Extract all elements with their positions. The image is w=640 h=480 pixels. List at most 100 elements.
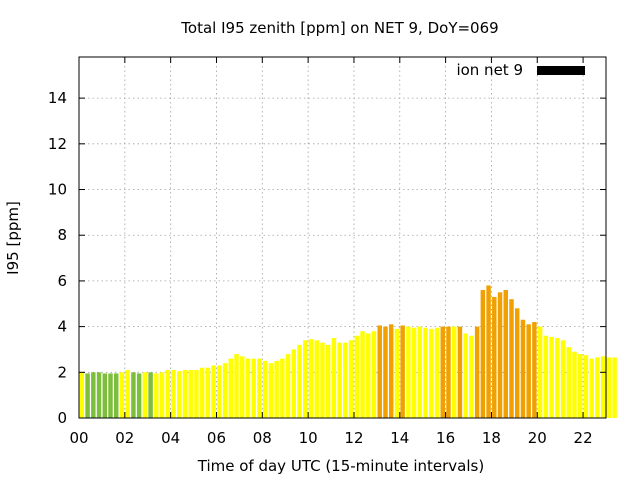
bar [606,357,612,418]
bar [400,325,405,418]
legend: ion net 9 [456,61,585,79]
bar [280,358,285,418]
bar [131,372,136,418]
bar [383,326,388,418]
bar [377,325,382,418]
bar [245,358,251,418]
bar [91,372,96,418]
bar [257,358,262,418]
bar [514,308,520,418]
bar [555,338,560,418]
bar [566,347,572,418]
bar [532,322,537,418]
bar [291,349,297,418]
x-tick-label: 16 [436,429,455,447]
bar [583,355,589,418]
bar [366,333,371,418]
y-axis-label: I95 [ppm] [4,201,22,275]
x-tick-label: 18 [482,429,501,447]
bar [469,335,474,418]
bar [194,370,199,418]
bar [228,358,234,418]
bar [388,324,394,418]
bar [108,373,113,418]
x-tick-label: 22 [574,429,593,447]
bar [560,340,566,418]
bar [113,373,119,418]
bar [142,372,148,418]
bar [520,319,526,418]
bar [354,335,360,418]
bar [480,290,486,418]
bar [423,327,428,418]
bar [199,367,205,418]
bar [165,370,171,418]
bar [303,340,308,418]
bar [297,344,302,418]
bar [205,367,211,418]
bar [177,371,182,418]
bar [262,360,268,418]
bar [125,370,130,418]
bar [526,324,531,418]
y-tick-label: 8 [57,226,67,244]
bar [474,326,480,418]
bar [222,363,228,418]
bar [148,372,153,418]
bar [595,357,600,418]
bar [549,336,554,418]
bar [217,365,222,418]
bar [543,335,549,418]
bar [159,372,165,418]
y-tick-label: 10 [48,181,67,199]
bar [572,351,577,418]
bar [394,328,400,418]
chart-title: Total I95 zenith [ppm] on NET 9, DoY=069 [180,19,498,37]
y-tick-label: 0 [57,409,67,427]
bar [537,326,543,418]
bar [182,370,188,418]
bar [337,342,342,418]
legend-label: ion net 9 [456,61,523,79]
bar [188,370,193,418]
x-tick-label: 12 [344,429,363,447]
y-tick-label: 14 [48,89,67,107]
bar [343,342,348,418]
x-tick-label: 08 [253,429,272,447]
legend-swatch [537,66,585,75]
y-tick-label: 2 [57,363,67,381]
x-axis-label: Time of day UTC (15-minute intervals) [197,457,484,475]
bar [274,360,279,418]
bar [268,363,274,418]
bar [429,328,434,418]
bar [451,326,457,418]
bar [486,285,491,418]
bar [325,344,331,418]
bar [348,340,354,418]
bar [371,331,377,418]
bar [251,358,256,418]
bar [457,326,463,418]
bar [440,326,445,418]
x-tick-label: 02 [115,429,134,447]
bar [285,354,291,418]
bar [96,372,102,418]
bar [577,354,583,418]
bar [171,370,176,418]
x-tick-label: 14 [390,429,409,447]
bar [308,339,314,418]
bar [211,365,216,418]
y-tick-label: 12 [48,135,67,153]
bar [406,326,411,418]
bar [503,290,508,418]
grid [79,57,606,418]
bar [234,354,239,418]
bar [417,326,423,418]
bar [446,326,451,418]
bar [240,356,245,418]
x-tick-label: 00 [69,429,88,447]
bar [612,357,617,418]
